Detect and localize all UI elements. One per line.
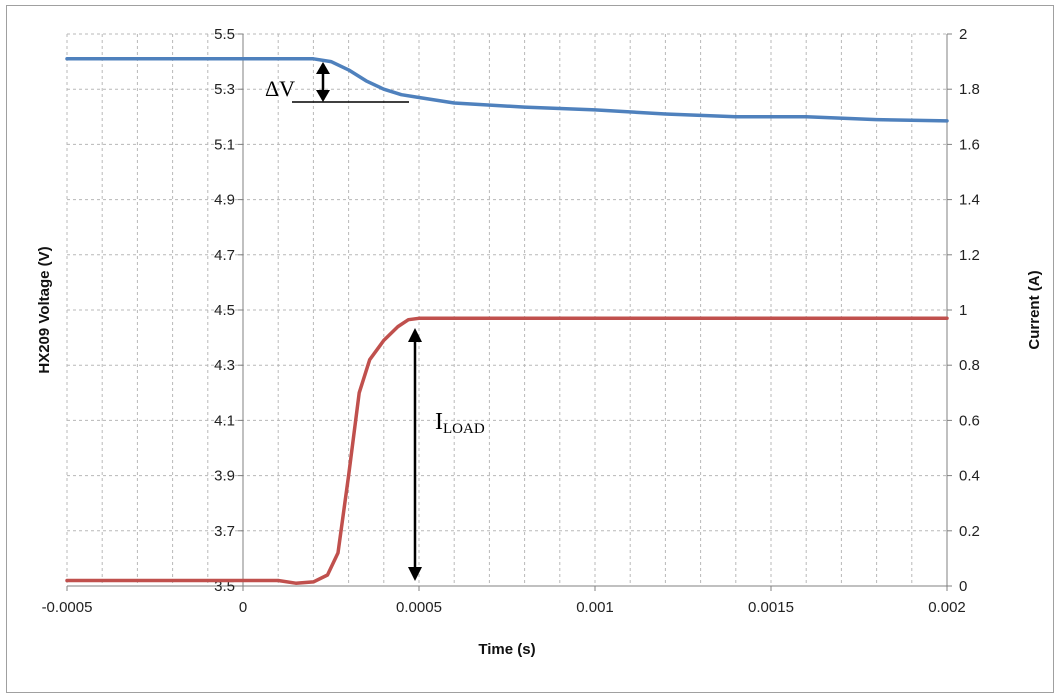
y-right-tick-label: 1.6 <box>959 136 980 153</box>
y-left-tick-label: 4.3 <box>214 357 235 374</box>
x-tick-label: 0.001 <box>576 599 614 616</box>
x-tick-label: 0.002 <box>928 599 966 616</box>
i-load-arrowhead-down <box>408 567 422 581</box>
i-load-label-main: I <box>435 409 443 435</box>
y-right-axis-title: Current (A) <box>1026 270 1043 349</box>
delta-v-label: ΔV <box>265 76 295 101</box>
y-left-tick-label: 4.5 <box>214 302 235 319</box>
y-left-axis-title: HX209 Voltage (V) <box>36 246 53 373</box>
y-right-tick-label: 2 <box>959 26 967 43</box>
y-left-tick-label: 4.9 <box>214 192 235 209</box>
y-right-tick-label: 0.6 <box>959 412 980 429</box>
y-right-tick-label: 1 <box>959 302 967 319</box>
y-right-tick-label: 1.2 <box>959 247 980 264</box>
y-right-tick-label: 0.4 <box>959 468 980 485</box>
x-axis-title: Time (s) <box>478 641 535 658</box>
y-right-tick-label: 0.2 <box>959 523 980 540</box>
x-tick-label: 0.0005 <box>396 599 442 616</box>
x-tick-label: -0.0005 <box>42 599 93 616</box>
series-layer <box>65 57 949 585</box>
annotation-layer: ΔV ILOAD <box>265 62 485 581</box>
delta-v-arrowhead-down <box>316 90 330 102</box>
y-left-tick-label: 4.7 <box>214 247 235 264</box>
y-left-tick-label: 4.1 <box>214 412 235 429</box>
y-left-tick-label: 3.9 <box>214 468 235 485</box>
chart-frame: 3.5 3.7 3.9 4.1 4.3 4.5 4.7 4.9 5.1 5.3 5.5 0 0.2 0.4… <box>6 5 1054 693</box>
i-load-arrowhead-up <box>408 328 422 342</box>
y-left-tick-label: 5.5 <box>214 26 235 43</box>
x-tick-label: 0 <box>239 599 247 616</box>
i-load-label: ILOAD <box>435 409 485 437</box>
current-series-line <box>65 316 949 585</box>
y-right-tick-label: 0 <box>959 578 967 595</box>
x-tick-label: 0.0015 <box>748 599 794 616</box>
chart-svg: 3.53.73.94.14.34.54.74.95.15.35.500.20.4… <box>36 26 1043 658</box>
delta-v-arrowhead-up <box>316 62 330 74</box>
y-left-tick-label: 3.7 <box>214 523 235 540</box>
y-left-tick-label: 5.1 <box>214 136 235 153</box>
y-left-tick-label: 5.3 <box>214 81 235 98</box>
y-right-tick-label: 0.8 <box>959 357 980 374</box>
voltage-series-line <box>65 57 949 123</box>
y-right-tick-label: 1.4 <box>959 192 980 209</box>
i-load-label-sub: LOAD <box>443 421 485 437</box>
y-right-tick-label: 1.8 <box>959 81 980 98</box>
